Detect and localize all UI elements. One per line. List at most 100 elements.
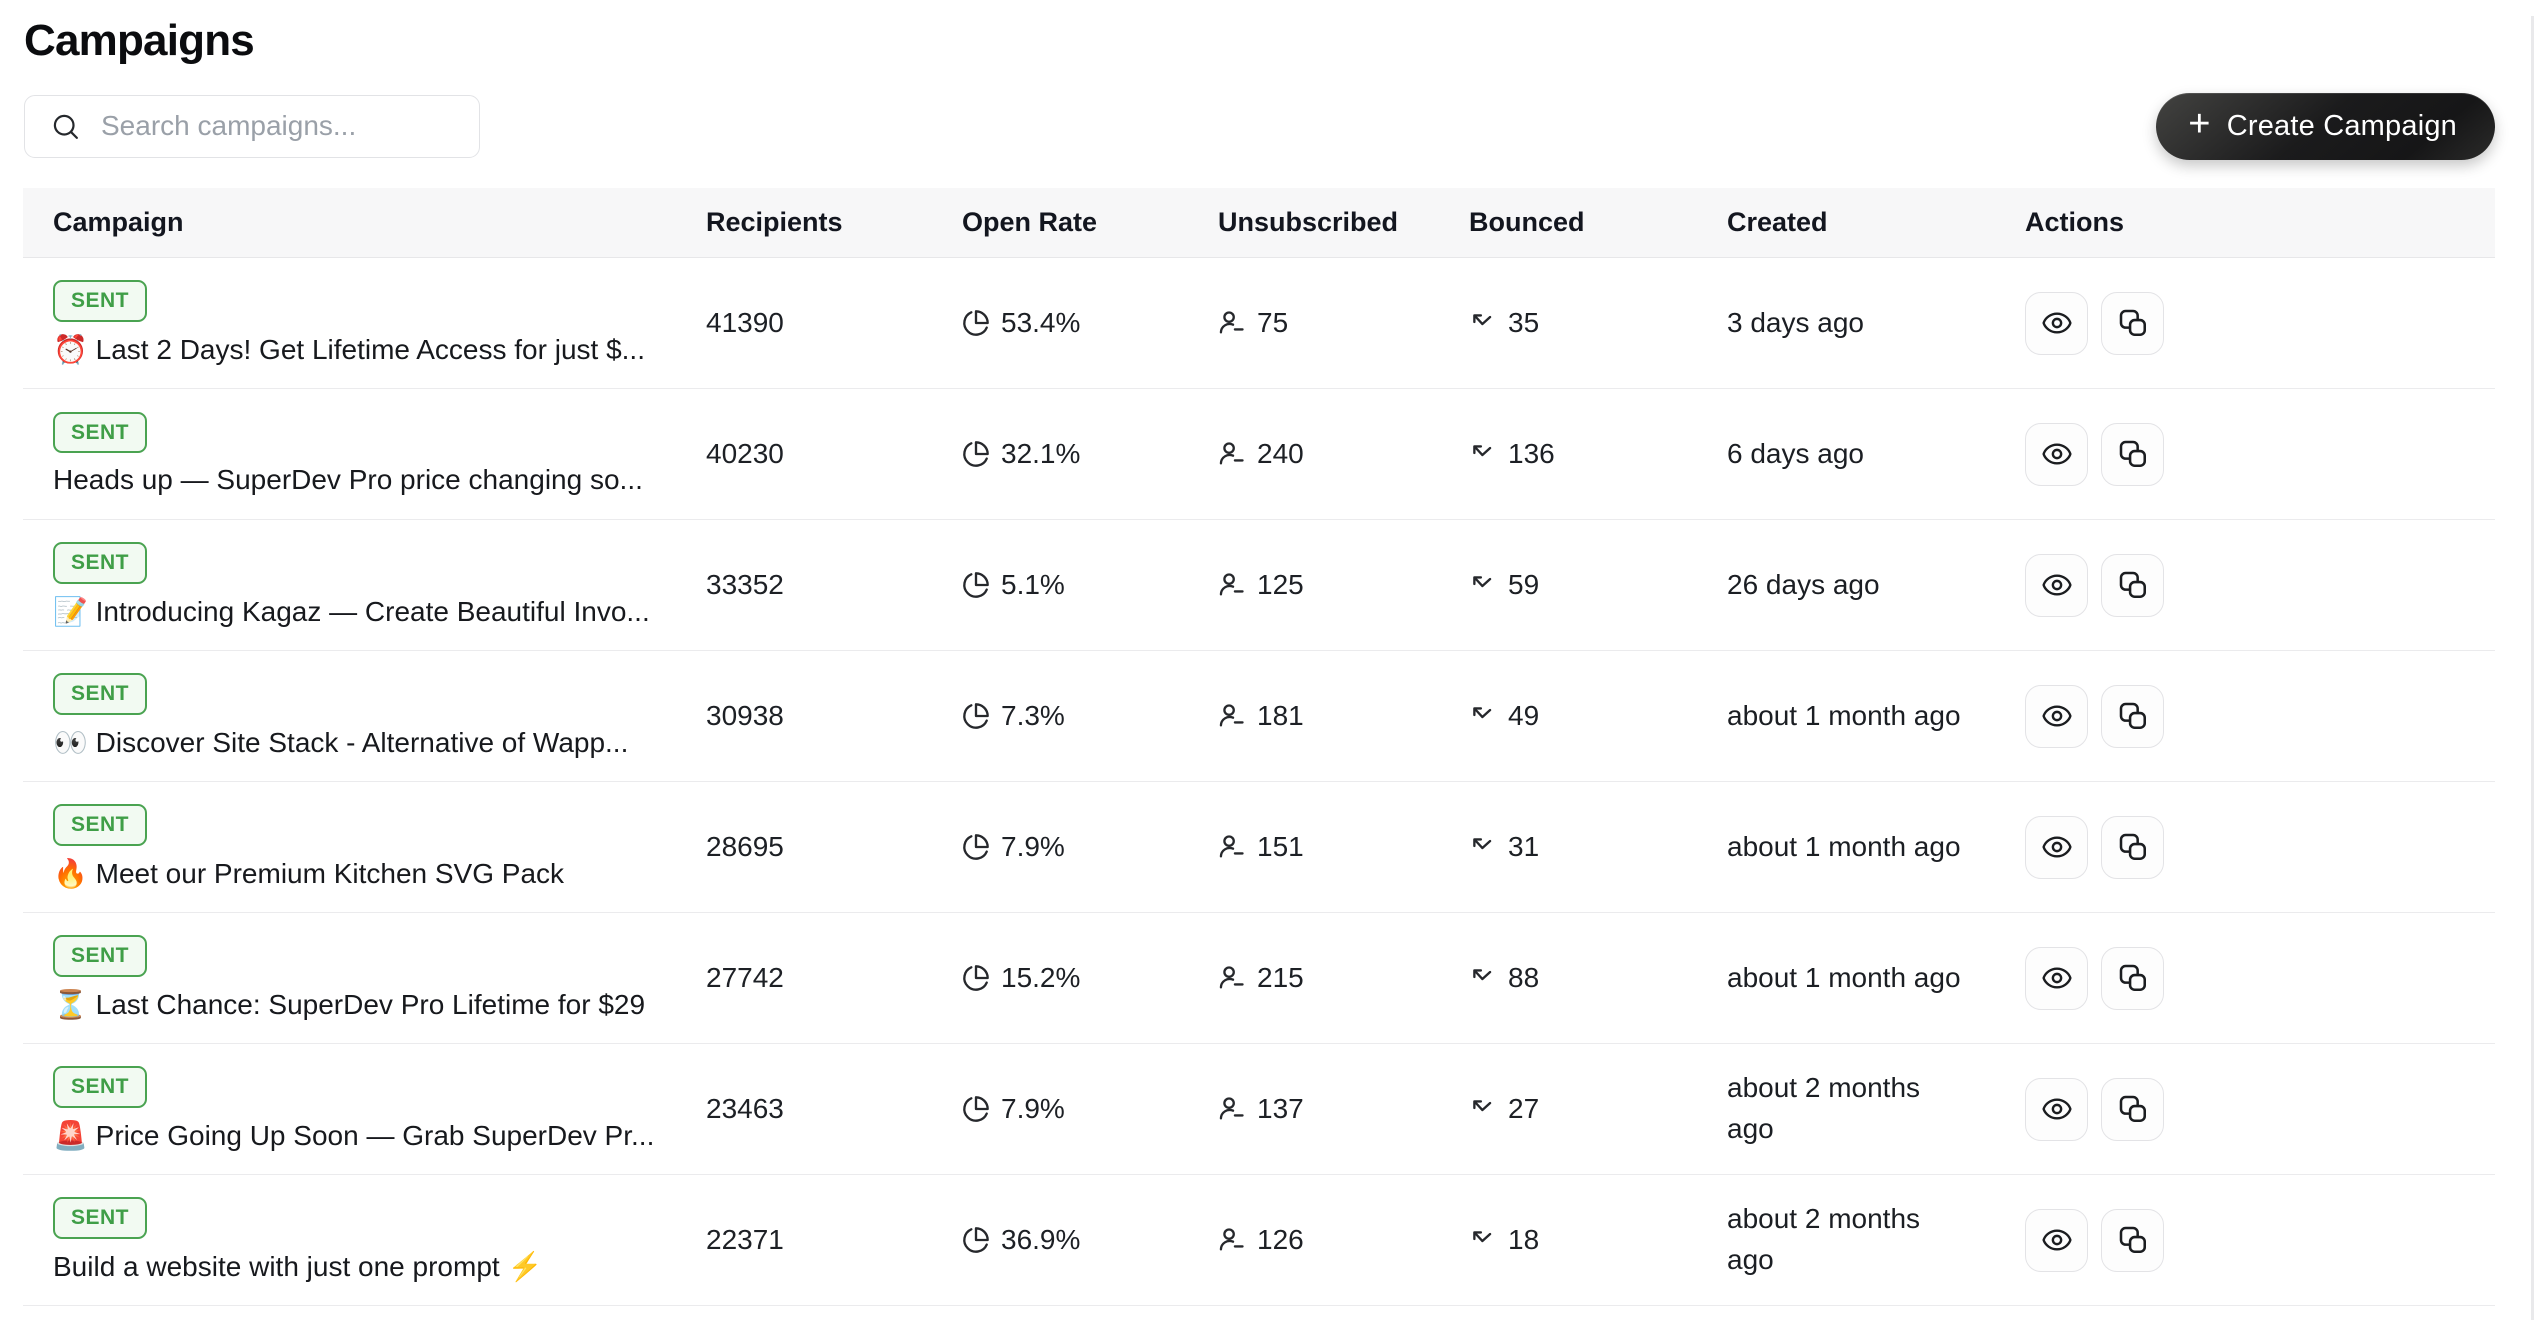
actions-cell <box>1997 422 2495 486</box>
bounced-cell: 49 <box>1441 700 1699 732</box>
unsubscribed-value: 75 <box>1257 307 1289 338</box>
open-rate-cell: 36.9% <box>934 1224 1190 1256</box>
created-cell: about 2 months ago <box>1699 1199 1969 1280</box>
bounce-arrow-icon <box>1473 969 1492 981</box>
open-rate-value: 7.9% <box>1001 1093 1065 1124</box>
unsubscribed-value: 181 <box>1257 700 1304 731</box>
view-button[interactable] <box>2025 1208 2088 1272</box>
unsubscribed-cell: 215 <box>1190 962 1441 994</box>
eye-icon <box>2041 1098 2072 1120</box>
toolbar: + Create Campaign <box>24 92 2495 160</box>
view-button[interactable] <box>2025 1077 2088 1141</box>
unsubscribed-cell: 137 <box>1190 1093 1441 1125</box>
eye-icon <box>2041 574 2072 596</box>
view-button[interactable] <box>2025 291 2088 355</box>
table-row[interactable]: SENT Build a website with just one promp… <box>23 1175 2495 1306</box>
bounced-cell: 59 <box>1441 569 1699 601</box>
table-row[interactable]: SENT 📝 Introducing Kagaz — Create Beauti… <box>23 520 2495 651</box>
table-row[interactable]: SENT 👀 Discover Site Stack - Alternative… <box>23 651 2495 782</box>
actions-cell <box>1997 815 2495 879</box>
table-row[interactable]: SENT 🚨 Price Going Up Soon — Grab SuperD… <box>23 1044 2495 1175</box>
duplicate-button[interactable] <box>2101 1208 2164 1272</box>
unsubscribed-cell: 181 <box>1190 700 1441 732</box>
campaign-title: 🔥 Meet our Premium Kitchen SVG Pack <box>53 857 565 889</box>
duplicate-button[interactable] <box>2101 1077 2164 1141</box>
header-created: Created <box>1727 207 1828 237</box>
search-input[interactable] <box>24 94 480 158</box>
campaign-cell: SENT 📝 Introducing Kagaz — Create Beauti… <box>23 542 678 627</box>
copy-icon <box>2119 309 2146 337</box>
table-row[interactable]: SENT Heads up — SuperDev Pro price chang… <box>23 389 2495 520</box>
created-value: about 2 months ago <box>1727 1203 1921 1275</box>
open-rate-value: 53.4% <box>1001 307 1081 338</box>
open-rate-value: 7.9% <box>1001 831 1065 862</box>
created-value: 3 days ago <box>1727 306 1864 338</box>
duplicate-button[interactable] <box>2101 684 2164 748</box>
bounced-cell: 27 <box>1441 1093 1699 1125</box>
plus-icon: + <box>2188 103 2211 145</box>
pie-chart-icon <box>963 834 989 860</box>
user-minus-icon <box>1219 1097 1244 1120</box>
table-row[interactable]: SENT ⏰ Last 2 Days! Get Lifetime Access … <box>23 258 2495 389</box>
open-rate-value: 15.2% <box>1001 962 1081 993</box>
view-button[interactable] <box>2025 815 2088 879</box>
pie-chart-icon <box>963 310 989 336</box>
open-rate-cell: 7.9% <box>934 1093 1190 1125</box>
recipients-value: 22371 <box>706 1224 784 1255</box>
recipients-cell: 33352 <box>678 569 934 601</box>
created-cell: 6 days ago <box>1699 434 1969 475</box>
duplicate-button[interactable] <box>2101 815 2164 879</box>
recipients-cell: 27742 <box>678 962 934 994</box>
pie-chart-icon <box>963 441 989 467</box>
open-rate-value: 32.1% <box>1001 438 1081 469</box>
view-button[interactable] <box>2025 946 2088 1010</box>
table-body: SENT ⏰ Last 2 Days! Get Lifetime Access … <box>23 258 2495 1306</box>
duplicate-button[interactable] <box>2101 422 2164 486</box>
unsubscribed-cell: 240 <box>1190 438 1441 470</box>
campaign-title: Heads up — SuperDev Pro price changing s… <box>53 464 643 496</box>
pie-chart-icon <box>963 1227 989 1253</box>
duplicate-button[interactable] <box>2101 553 2164 617</box>
table-row[interactable]: SENT ⏳ Last Chance: SuperDev Pro Lifetim… <box>23 913 2495 1044</box>
create-campaign-button[interactable]: + Create Campaign <box>2156 92 2495 160</box>
recipients-value: 30938 <box>706 700 784 731</box>
copy-icon <box>2119 964 2146 992</box>
copy-icon <box>2119 833 2146 861</box>
recipients-value: 28695 <box>706 831 784 862</box>
unsubscribed-cell: 151 <box>1190 831 1441 863</box>
recipients-value: 23463 <box>706 1093 784 1124</box>
open-rate-cell: 53.4% <box>934 307 1190 339</box>
bounced-cell: 31 <box>1441 831 1699 863</box>
recipients-cell: 41390 <box>678 307 934 339</box>
campaign-cell: SENT 👀 Discover Site Stack - Alternative… <box>23 673 678 758</box>
bounce-arrow-icon <box>1473 314 1492 326</box>
duplicate-button[interactable] <box>2101 291 2164 355</box>
user-minus-icon <box>1219 311 1244 334</box>
view-button[interactable] <box>2025 553 2088 617</box>
unsubscribed-value: 126 <box>1257 1224 1304 1255</box>
eye-icon <box>2041 1229 2072 1251</box>
duplicate-button[interactable] <box>2101 946 2164 1010</box>
created-value: about 2 months ago <box>1727 1072 1921 1144</box>
recipients-value: 41390 <box>706 307 784 338</box>
search-icon <box>53 114 78 139</box>
open-rate-cell: 32.1% <box>934 438 1190 470</box>
scrollbar[interactable] <box>2531 16 2534 1320</box>
bounced-value: 136 <box>1508 438 1555 469</box>
copy-icon <box>2119 1226 2146 1254</box>
recipients-cell: 23463 <box>678 1093 934 1125</box>
status-badge: SENT <box>53 1197 148 1239</box>
recipients-value: 33352 <box>706 569 784 600</box>
actions-cell <box>1997 684 2495 748</box>
create-campaign-label: Create Campaign <box>2226 109 2457 142</box>
bounced-value: 31 <box>1508 831 1540 862</box>
unsubscribed-cell: 126 <box>1190 1224 1441 1256</box>
view-button[interactable] <box>2025 684 2088 748</box>
search-box <box>24 94 480 158</box>
created-cell: about 1 month ago <box>1699 958 1969 999</box>
copy-icon <box>2119 440 2146 468</box>
created-cell: 26 days ago <box>1699 565 1969 606</box>
bounced-cell: 136 <box>1441 438 1699 470</box>
view-button[interactable] <box>2025 422 2088 486</box>
table-row[interactable]: SENT 🔥 Meet our Premium Kitchen SVG Pack… <box>23 782 2495 913</box>
